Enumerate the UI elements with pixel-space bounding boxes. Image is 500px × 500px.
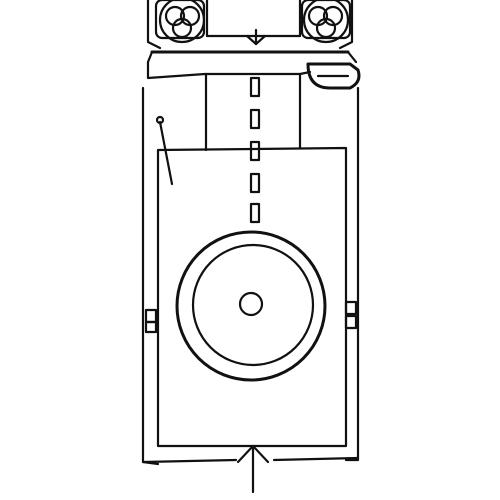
right-hatch-top (344, 300, 358, 316)
left-wheel-assembly (154, 0, 206, 44)
arrow-down-icon (245, 28, 267, 46)
bottom-rim (141, 456, 360, 464)
left-wheel-rim (158, 0, 206, 44)
dash-4 (249, 172, 261, 194)
turret-inner-ring (191, 243, 315, 367)
centre-dashed-line (249, 76, 261, 224)
left-shoulder (146, 50, 154, 64)
turret-outer-ring (175, 230, 327, 382)
antenna-tip (155, 115, 165, 125)
antenna-rod (158, 120, 174, 186)
outer-right-side (344, 86, 360, 462)
left-hatch-bottom (144, 320, 158, 334)
dash-2 (249, 108, 261, 130)
left-wheel-circle-c (171, 17, 193, 39)
right-hatch-bottom (344, 314, 358, 330)
cabin-outline (205, 0, 302, 38)
lower-shoulder-line (146, 60, 312, 80)
turret-ring (175, 230, 327, 382)
deck-rectangle (156, 146, 348, 448)
left-side-hatch (144, 308, 158, 334)
right-wheel-rim (302, 0, 350, 44)
outer-left-side (141, 86, 160, 466)
right-wheel-assembly (300, 0, 352, 44)
main-body (141, 86, 360, 466)
right-side-pod (306, 62, 361, 90)
top-arrow-head (245, 34, 267, 46)
arrow-up-icon (236, 444, 270, 494)
turret-hub (238, 291, 264, 317)
struts (204, 72, 302, 152)
right-side-hatch (344, 300, 358, 330)
triple-circle-wheel-icon (158, 0, 206, 44)
right-shoulder (346, 50, 358, 64)
right-wheel-circle-b (322, 5, 344, 27)
dash-1 (249, 76, 261, 98)
bottom-arrow-head (236, 444, 270, 464)
dash-3 (249, 140, 261, 162)
pod-outline (306, 62, 361, 90)
dash-5 (249, 202, 261, 224)
left-wheel-circle-a (164, 5, 186, 27)
upper-left-wall (146, 0, 162, 50)
antenna-icon (155, 115, 174, 186)
left-hatch-top (144, 308, 158, 324)
triple-circle-wheel-icon (302, 0, 350, 44)
right-wheel-circle-c (315, 17, 337, 39)
upper-right-wall (338, 0, 354, 50)
